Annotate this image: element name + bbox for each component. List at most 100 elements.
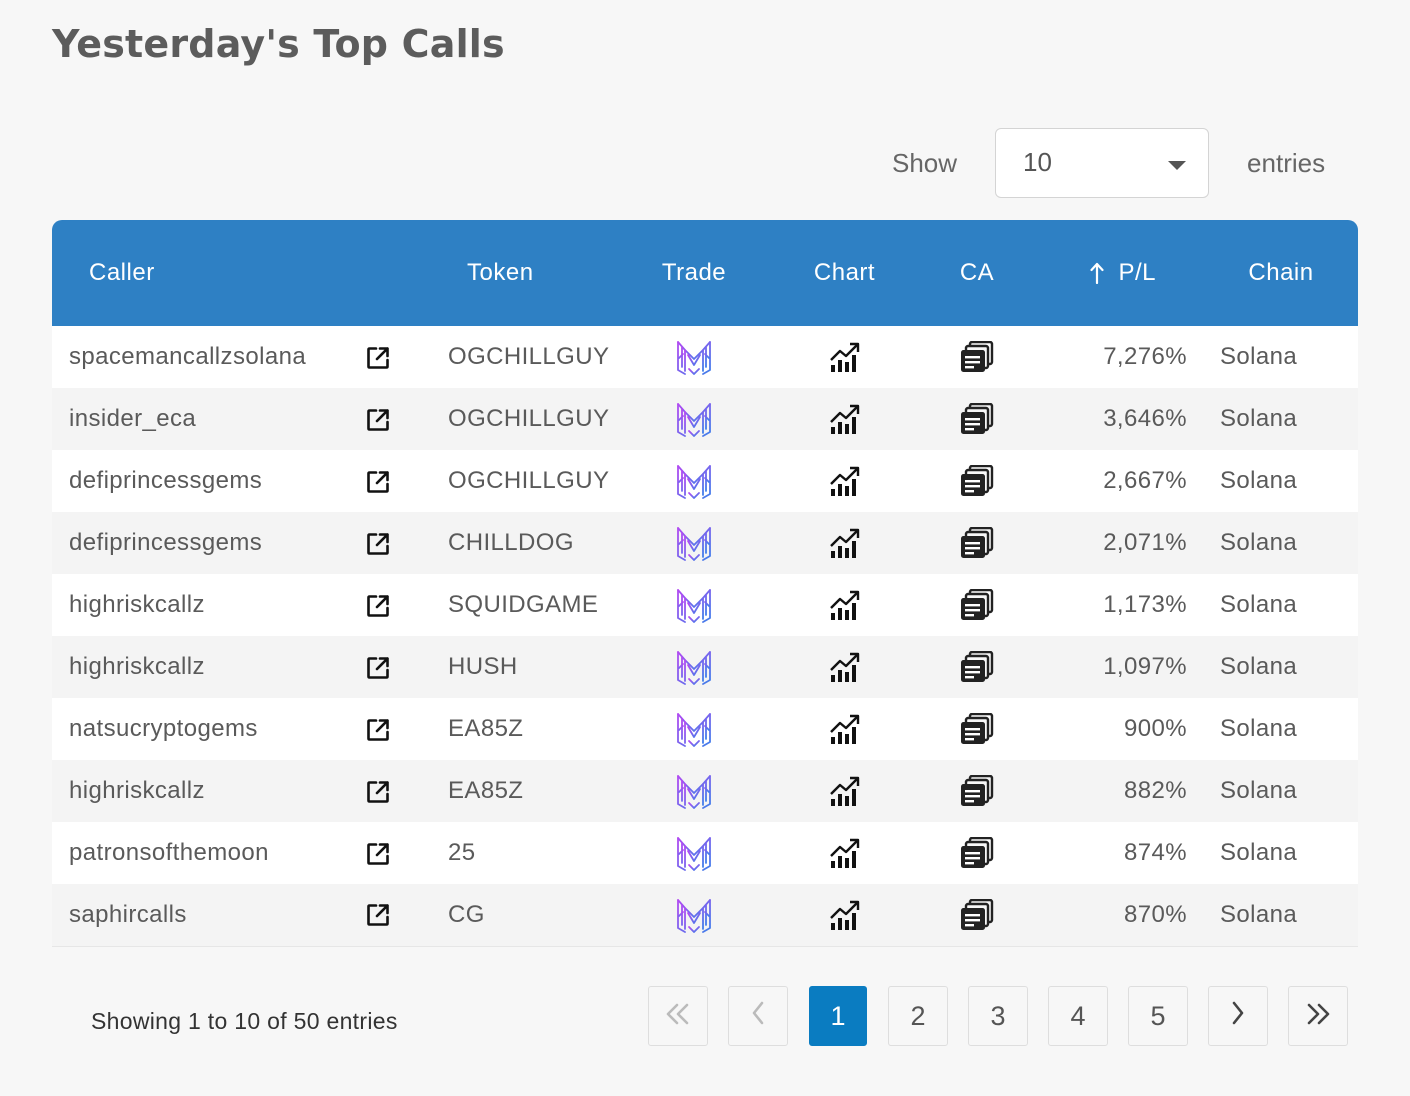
chart-trend-icon[interactable] <box>829 341 861 373</box>
caller-cell[interactable]: patronsofthemoon <box>69 839 269 866</box>
page-button-1[interactable]: 1 <box>809 986 867 1046</box>
external-link-icon[interactable] <box>365 902 391 928</box>
pl-cell: 2,071% <box>1103 529 1187 556</box>
trade-logo-icon[interactable] <box>675 338 713 376</box>
caller-cell[interactable]: defiprincessgems <box>69 529 263 556</box>
trade-logo-icon[interactable] <box>675 772 713 810</box>
copy-address-icon[interactable] <box>960 898 994 931</box>
copy-address-icon[interactable] <box>960 589 994 621</box>
page-button-2[interactable]: 2 <box>888 986 948 1046</box>
trade-logo-icon[interactable] <box>675 586 713 624</box>
column-header-pl[interactable]: P/L <box>1002 220 1204 326</box>
chart-trend-icon[interactable] <box>829 775 861 807</box>
column-header-token[interactable]: Token <box>467 259 534 286</box>
caret-down-icon <box>1168 161 1187 170</box>
page-button-5[interactable]: 5 <box>1128 986 1188 1046</box>
external-link-icon[interactable] <box>365 531 391 557</box>
page-button-3[interactable]: 3 <box>968 986 1028 1046</box>
chevron-right-icon <box>1231 1001 1245 1032</box>
copy-address-icon[interactable] <box>960 403 994 435</box>
external-link-icon[interactable] <box>365 345 391 371</box>
table-row: highriskcallz EA85Z 882% Solana <box>52 760 1358 822</box>
token-cell: EA85Z <box>448 777 524 804</box>
show-label: Show <box>892 147 958 178</box>
copy-address-icon[interactable] <box>960 465 994 497</box>
pl-cell: 870% <box>1002 884 1204 947</box>
table-info: Showing 1 to 10 of 50 entries <box>91 1008 398 1034</box>
external-link-icon[interactable] <box>365 779 391 805</box>
chevron-left-icon <box>751 1001 765 1032</box>
pl-cell: 2,667% <box>1103 467 1187 494</box>
column-header-chain[interactable]: Chain <box>1248 259 1314 286</box>
sort-ascending-icon <box>1090 258 1105 286</box>
external-link-icon[interactable] <box>365 655 391 681</box>
trade-logo-icon[interactable] <box>675 400 713 438</box>
external-link-icon[interactable] <box>365 841 391 867</box>
token-cell: EA85Z <box>448 715 524 742</box>
entries-label: entries <box>1247 147 1326 178</box>
trade-logo-icon[interactable] <box>675 710 713 748</box>
column-header-caller[interactable]: Caller <box>89 259 155 286</box>
chain-cell: Solana <box>1220 839 1298 866</box>
chart-trend-icon[interactable] <box>829 899 861 931</box>
token-cell: OGCHILLGUY <box>448 343 610 370</box>
table-row: defiprincessgems OGCHILLGUY 2,667% Solana <box>52 450 1358 512</box>
caller-cell[interactable]: highriskcallz <box>69 777 205 804</box>
chain-cell: Solana <box>1220 777 1298 804</box>
external-link-icon[interactable] <box>365 717 391 743</box>
caller-cell[interactable]: saphircalls <box>52 884 363 947</box>
table-row: highriskcallz SQUIDGAME 1,173% Solana <box>52 574 1358 636</box>
trade-logo-icon[interactable] <box>675 896 713 934</box>
chart-trend-icon[interactable] <box>829 465 861 497</box>
entries-per-page-select[interactable]: 10 <box>995 128 1210 198</box>
trade-logo-icon[interactable] <box>675 524 713 562</box>
copy-address-icon[interactable] <box>960 837 994 869</box>
first-page-button[interactable] <box>648 986 708 1046</box>
table-body: spacemancallzsolana OGCHILLGUY 7,276% Solan… <box>52 326 1358 947</box>
external-link-icon[interactable] <box>365 593 391 619</box>
caller-cell[interactable]: defiprincessgems <box>69 467 263 494</box>
caller-cell[interactable]: natsucryptogems <box>69 715 258 742</box>
table-row: patronsofthemoon 25 874% Solana <box>52 822 1358 884</box>
trade-logo-icon[interactable] <box>675 462 713 500</box>
chart-trend-icon[interactable] <box>829 713 861 745</box>
trade-logo-icon[interactable] <box>675 834 713 872</box>
column-header-trade[interactable]: Trade <box>661 259 727 286</box>
trade-logo-icon[interactable] <box>675 648 713 686</box>
table-row: highriskcallz HUSH 1,097% Solana <box>52 636 1358 698</box>
token-cell: CG <box>448 884 651 947</box>
pl-cell: 882% <box>1124 777 1187 804</box>
next-page-button[interactable] <box>1208 986 1268 1046</box>
table-row: defiprincessgems CHILLDOG 2,071% Solana <box>52 512 1358 574</box>
chart-trend-icon[interactable] <box>829 837 861 869</box>
last-page-button[interactable] <box>1288 986 1348 1046</box>
chain-cell: Solana <box>1204 884 1358 947</box>
chart-trend-icon[interactable] <box>829 527 861 559</box>
chain-cell: Solana <box>1220 529 1298 556</box>
chain-cell: Solana <box>1220 715 1298 742</box>
copy-address-icon[interactable] <box>960 651 994 683</box>
caller-cell[interactable]: insider_eca <box>69 405 197 432</box>
copy-address-icon[interactable] <box>960 775 994 807</box>
token-cell: HUSH <box>448 653 518 680</box>
chart-trend-icon[interactable] <box>829 651 861 683</box>
caller-cell[interactable]: highriskcallz <box>69 653 205 680</box>
copy-address-icon[interactable] <box>960 341 994 373</box>
calls-table: Caller Token Trade Chart CA P/L Chain sp… <box>52 220 1358 947</box>
caller-cell[interactable]: spacemancallzsolana <box>69 343 307 370</box>
external-link-icon[interactable] <box>365 469 391 495</box>
previous-page-button[interactable] <box>728 986 788 1046</box>
column-header-chart[interactable]: Chart <box>813 259 876 286</box>
copy-address-icon[interactable] <box>960 527 994 559</box>
chart-trend-icon[interactable] <box>829 589 861 621</box>
chain-cell: Solana <box>1220 343 1298 370</box>
column-header-external <box>363 220 448 326</box>
double-chevron-right-icon <box>1305 1001 1331 1032</box>
chart-trend-icon[interactable] <box>829 403 861 435</box>
page-button-4[interactable]: 4 <box>1048 986 1108 1046</box>
external-link-icon[interactable] <box>365 407 391 433</box>
column-header-ca[interactable]: CA <box>959 259 995 286</box>
copy-address-icon[interactable] <box>960 713 994 745</box>
page-title: Yesterday's Top Calls <box>52 22 505 66</box>
caller-cell[interactable]: highriskcallz <box>69 591 205 618</box>
